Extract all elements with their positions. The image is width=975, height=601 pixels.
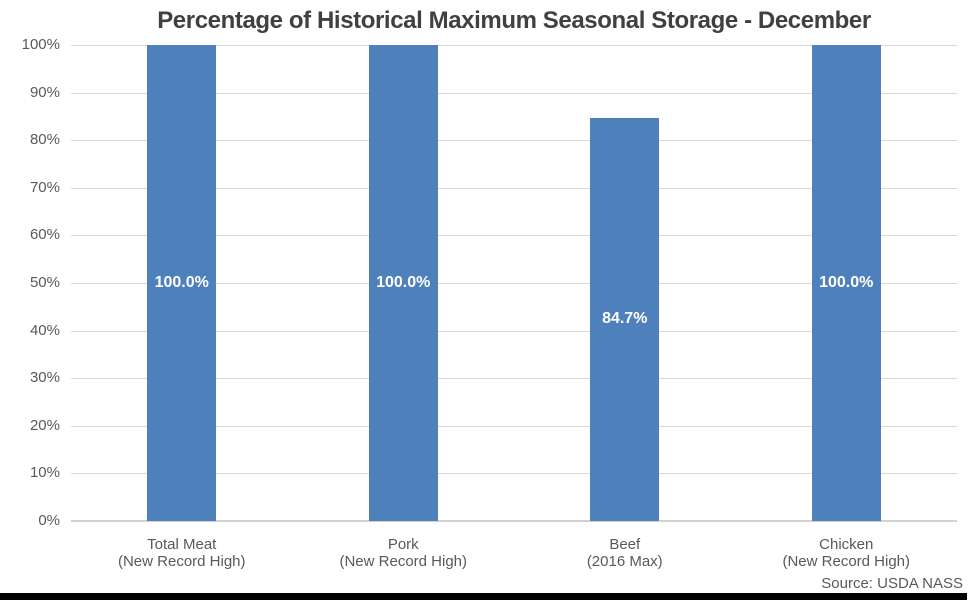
x-category-label-pork: Pork (New Record High) <box>293 536 515 570</box>
gridline <box>71 187 957 189</box>
bar-chicken: 100.0% <box>811 45 881 521</box>
bottom-border-bar <box>0 593 967 600</box>
category-name: Beef <box>609 536 641 553</box>
category-sublabel: (New Record High) <box>782 553 911 570</box>
gridline <box>71 378 957 380</box>
category-sublabel: (2016 Max) <box>586 553 663 570</box>
gridline <box>71 92 957 94</box>
bar-total-meat: 100.0% <box>147 45 217 521</box>
x-category-label-chicken: Chicken (New Record High) <box>736 536 958 570</box>
gridline <box>71 283 957 284</box>
category-sublabel: (New Record High) <box>339 553 468 570</box>
x-category-label-total-meat: Total Meat (New Record High) <box>71 536 293 570</box>
gridline <box>71 140 957 142</box>
chart-title: Percentage of Historical Maximum Seasona… <box>157 7 871 34</box>
bar-value-label: 84.7% <box>602 310 648 328</box>
plot-area: 100.0% 100.0% 84.7% 100.0% <box>71 45 957 522</box>
y-tick-label: 60% <box>29 226 60 244</box>
bar-beef: 84.7% <box>590 117 660 521</box>
bar-value-label: 100.0% <box>154 274 209 291</box>
y-tick-label: 10% <box>29 464 60 482</box>
y-tick-label: 100% <box>21 36 60 53</box>
gridline <box>71 425 957 427</box>
gridline <box>71 473 957 475</box>
gridline <box>71 330 957 332</box>
y-tick-label: 70% <box>29 178 60 196</box>
y-tick-label: 50% <box>29 274 60 291</box>
y-tick-label: 40% <box>29 321 60 339</box>
y-tick-label: 30% <box>29 369 60 387</box>
source-note: Source: USDA NASS <box>821 575 963 592</box>
category-name: Total Meat <box>147 536 217 553</box>
gridline <box>71 45 957 46</box>
bar-value-label: 100.0% <box>819 274 874 291</box>
gridline <box>71 235 957 237</box>
x-axis-line <box>71 520 957 522</box>
y-tick-label: 20% <box>29 416 60 434</box>
category-name: Chicken <box>819 536 874 553</box>
y-tick-label: 0% <box>38 512 60 529</box>
category-sublabel: (New Record High) <box>117 553 246 570</box>
bar-pork: 100.0% <box>368 45 438 521</box>
x-category-label-beef: Beef (2016 Max) <box>514 536 736 570</box>
bar-value-label: 100.0% <box>376 274 431 291</box>
y-tick-label: 90% <box>29 83 60 101</box>
category-name: Pork <box>387 536 419 553</box>
y-tick-label: 80% <box>29 131 60 149</box>
